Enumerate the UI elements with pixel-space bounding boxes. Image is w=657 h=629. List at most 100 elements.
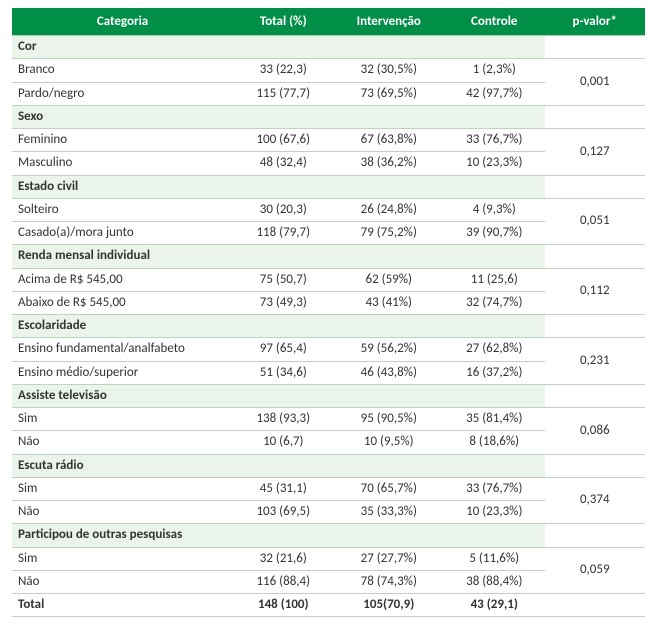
group-header-p-blank: [545, 315, 646, 338]
table-body: CorBranco33 (22,3)32 (30,5%)1 (2,3%)0,00…: [12, 36, 645, 617]
row-int: 38 (36,2%): [334, 152, 445, 175]
group-title: Cor: [12, 36, 233, 59]
group-header-p-blank: [545, 36, 646, 59]
group-header-blank: [233, 384, 333, 407]
row-ctrl: 8 (18,6%): [444, 431, 544, 454]
row-total: 116 (88,4): [233, 570, 333, 593]
group-header-blank: [334, 105, 445, 128]
group-header-blank: [334, 315, 445, 338]
row-total: 75 (50,7): [233, 268, 333, 291]
row-int: 59 (56,2%): [334, 338, 445, 361]
row-total: 33 (22,3): [233, 59, 333, 82]
row-int: 73 (69,5%): [334, 82, 445, 105]
row-int: 46 (43,8%): [334, 361, 445, 384]
th-total: Total (%): [233, 8, 333, 36]
row-label: Pardo/negro: [12, 82, 233, 105]
row-total: 32 (21,6): [233, 547, 333, 570]
row-label: Não: [12, 501, 233, 524]
total-ctrl: 43 (29,1): [444, 594, 544, 617]
group-header-blank: [444, 384, 544, 407]
group-title: Escolaridade: [12, 315, 233, 338]
row-ctrl: 16 (37,2%): [444, 361, 544, 384]
row-label: Solteiro: [12, 198, 233, 221]
row-int: 35 (33,3%): [334, 501, 445, 524]
row-int: 78 (74,3%): [334, 570, 445, 593]
table-row: Branco33 (22,3)32 (30,5%)1 (2,3%)0,001: [12, 59, 645, 82]
row-int: 70 (65,7%): [334, 477, 445, 500]
table-row: Sim138 (93,3)95 (90,5%)35 (81,4%)0,086: [12, 408, 645, 431]
group-header-blank: [444, 454, 544, 477]
row-int: 95 (90,5%): [334, 408, 445, 431]
row-ctrl: 35 (81,4%): [444, 408, 544, 431]
group-title: Assiste televisão: [12, 384, 233, 407]
row-label: Acima de R$ 545,00: [12, 268, 233, 291]
group-header-p-blank: [545, 454, 646, 477]
group-header-row: Cor: [12, 36, 645, 59]
row-ctrl: 10 (23,3%): [444, 501, 544, 524]
group-header-row: Participou de outras pesquisas: [12, 524, 645, 547]
row-ctrl: 10 (23,3%): [444, 152, 544, 175]
row-pvalor: 0,231: [545, 338, 646, 385]
table-row: Feminino100 (67,6)67 (63,8%)33 (76,7%)0,…: [12, 129, 645, 152]
row-ctrl: 42 (97,7%): [444, 82, 544, 105]
table-row: Acima de R$ 545,0075 (50,7)62 (59%)11 (2…: [12, 268, 645, 291]
group-header-blank: [233, 175, 333, 198]
row-pvalor: 0,051: [545, 198, 646, 245]
group-title: Renda mensal individual: [12, 245, 233, 268]
row-pvalor: 0,127: [545, 129, 646, 176]
study-table: Categoria Total (%) Intervenção Controle…: [12, 8, 645, 617]
row-label: Sim: [12, 477, 233, 500]
th-controle: Controle: [444, 8, 544, 36]
row-total: 10 (6,7): [233, 431, 333, 454]
row-ctrl: 1 (2,3%): [444, 59, 544, 82]
row-label: Masculino: [12, 152, 233, 175]
row-total: 45 (31,1): [233, 477, 333, 500]
group-header-blank: [233, 36, 333, 59]
row-total: 30 (20,3): [233, 198, 333, 221]
table-row: Ensino fundamental/analfabeto97 (65,4)59…: [12, 338, 645, 361]
group-title: Escuta rádio: [12, 454, 233, 477]
row-label: Ensino fundamental/analfabeto: [12, 338, 233, 361]
row-int: 26 (24,8%): [334, 198, 445, 221]
row-ctrl: 32 (74,7%): [444, 291, 544, 314]
group-header-blank: [334, 175, 445, 198]
group-header-blank: [444, 36, 544, 59]
row-int: 67 (63,8%): [334, 129, 445, 152]
row-ctrl: 33 (76,7%): [444, 129, 544, 152]
group-header-blank: [334, 36, 445, 59]
row-ctrl: 5 (11,6%): [444, 547, 544, 570]
row-label: Feminino: [12, 129, 233, 152]
row-label: Casado(a)/mora junto: [12, 222, 233, 245]
group-title: Sexo: [12, 105, 233, 128]
th-pvalor: p-valor*: [545, 8, 646, 36]
total-p-blank: [545, 594, 646, 617]
row-label: Sim: [12, 547, 233, 570]
group-header-row: Escolaridade: [12, 315, 645, 338]
group-header-p-blank: [545, 175, 646, 198]
row-ctrl: 39 (90,7%): [444, 222, 544, 245]
row-pvalor: 0,086: [545, 408, 646, 455]
group-header-blank: [334, 384, 445, 407]
group-header-blank: [233, 105, 333, 128]
row-int: 62 (59%): [334, 268, 445, 291]
group-header-row: Estado civil: [12, 175, 645, 198]
row-total: 48 (32,4): [233, 152, 333, 175]
row-total: 73 (49,3): [233, 291, 333, 314]
row-int: 79 (75,2%): [334, 222, 445, 245]
row-int: 27 (27,7%): [334, 547, 445, 570]
row-int: 43 (41%): [334, 291, 445, 314]
row-int: 32 (30,5%): [334, 59, 445, 82]
row-total: 103 (69,5): [233, 501, 333, 524]
row-total: 100 (67,6): [233, 129, 333, 152]
th-intervencao: Intervenção: [334, 8, 445, 36]
table-row: Solteiro30 (20,3)26 (24,8%)4 (9,3%)0,051: [12, 198, 645, 221]
row-pvalor: 0,059: [545, 547, 646, 594]
row-label: Ensino médio/superior: [12, 361, 233, 384]
row-int: 10 (9,5%): [334, 431, 445, 454]
row-label: Sim: [12, 408, 233, 431]
row-ctrl: 11 (25,6): [444, 268, 544, 291]
row-ctrl: 27 (62,8%): [444, 338, 544, 361]
group-header-blank: [444, 524, 544, 547]
total-total: 148 (100): [233, 594, 333, 617]
total-int: 105(70,9): [334, 594, 445, 617]
